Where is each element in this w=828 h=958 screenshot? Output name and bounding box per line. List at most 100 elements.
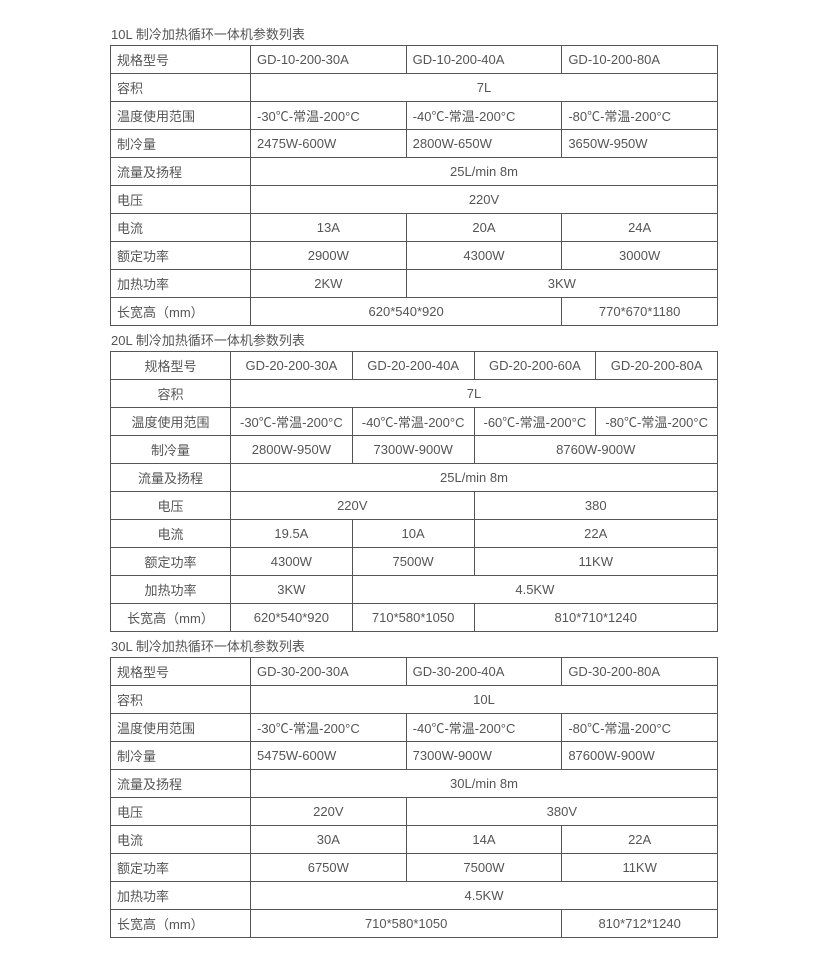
capacity-label: 容积: [111, 380, 231, 408]
pow-2: 7500W: [406, 854, 562, 882]
pow-1: 4300W: [231, 548, 353, 576]
dim-1: 620*540*920: [251, 298, 562, 326]
pow-3: 11KW: [562, 854, 718, 882]
temp-range-label: 温度使用范围: [111, 408, 231, 436]
cur-2: 10A: [352, 520, 474, 548]
table-row: 电压 220V: [111, 186, 718, 214]
temp-3: -80℃-常温-200°C: [562, 714, 718, 742]
cool-1: 5475W-600W: [251, 742, 407, 770]
flow-val: 25L/min 8m: [231, 464, 718, 492]
cur-2: 14A: [406, 826, 562, 854]
current-label: 电流: [111, 826, 251, 854]
spec-sheet: 10L 制冷加热循环一体机参数列表 规格型号 GD-10-200-30A GD-…: [110, 24, 718, 938]
volt-1: 220V: [251, 798, 407, 826]
temp-1: -30℃-常温-200°C: [251, 714, 407, 742]
dim-1: 710*580*1050: [251, 910, 562, 938]
capacity-val: 10L: [251, 686, 718, 714]
pow-2: 4300W: [406, 242, 562, 270]
pow-3: 11KW: [474, 548, 718, 576]
table-row: 电流 13A 20A 24A: [111, 214, 718, 242]
table-row: 电压 220V 380: [111, 492, 718, 520]
pow-1: 6750W: [251, 854, 407, 882]
table-row: 额定功率 2900W 4300W 3000W: [111, 242, 718, 270]
current-label: 电流: [111, 214, 251, 242]
capacity-val: 7L: [231, 380, 718, 408]
cool-2: 7300W-900W: [352, 436, 474, 464]
heat-2: 3KW: [406, 270, 717, 298]
model-4: GD-20-200-80A: [596, 352, 718, 380]
table-row: 规格型号 GD-20-200-30A GD-20-200-40A GD-20-2…: [111, 352, 718, 380]
cur-1: 30A: [251, 826, 407, 854]
temp-3: -60℃-常温-200°C: [474, 408, 596, 436]
model-2: GD-10-200-40A: [406, 46, 562, 74]
heat-label: 加热功率: [111, 576, 231, 604]
temp-2: -40℃-常温-200°C: [406, 102, 562, 130]
temp-3: -80℃-常温-200°C: [562, 102, 718, 130]
power-label: 额定功率: [111, 242, 251, 270]
cur-3: 22A: [474, 520, 718, 548]
current-label: 电流: [111, 520, 231, 548]
model-1: GD-20-200-30A: [231, 352, 353, 380]
table-20l: 规格型号 GD-20-200-30A GD-20-200-40A GD-20-2…: [110, 351, 718, 632]
heat-1: 2KW: [251, 270, 407, 298]
flow-label: 流量及扬程: [111, 770, 251, 798]
dim-label: 长宽高（mm）: [111, 298, 251, 326]
dim-label: 长宽高（mm）: [111, 604, 231, 632]
cool-3: 3650W-950W: [562, 130, 718, 158]
model-3: GD-30-200-80A: [562, 658, 718, 686]
cool-1: 2475W-600W: [251, 130, 407, 158]
table-row: 长宽高（mm） 620*540*920 770*670*1180: [111, 298, 718, 326]
volt-val: 220V: [251, 186, 718, 214]
cur-2: 20A: [406, 214, 562, 242]
cur-1: 19.5A: [231, 520, 353, 548]
table-30l-title: 30L 制冷加热循环一体机参数列表: [110, 636, 718, 655]
table-row: 容积 10L: [111, 686, 718, 714]
dim-3: 810*710*1240: [474, 604, 718, 632]
flow-val: 30L/min 8m: [251, 770, 718, 798]
cool-3: 87600W-900W: [562, 742, 718, 770]
model-3: GD-20-200-60A: [474, 352, 596, 380]
volt-label: 电压: [111, 798, 251, 826]
dim-2: 770*670*1180: [562, 298, 718, 326]
table-10l-title: 10L 制冷加热循环一体机参数列表: [110, 24, 718, 43]
table-row: 规格型号 GD-30-200-30A GD-30-200-40A GD-30-2…: [111, 658, 718, 686]
cool-2: 7300W-900W: [406, 742, 562, 770]
table-row: 容积 7L: [111, 380, 718, 408]
temp-range-label: 温度使用范围: [111, 714, 251, 742]
table-row: 额定功率 4300W 7500W 11KW: [111, 548, 718, 576]
temp-1: -30℃-常温-200°C: [231, 408, 353, 436]
temp-1: -30℃-常温-200°C: [251, 102, 407, 130]
cooling-label: 制冷量: [111, 742, 251, 770]
cool-3: 8760W-900W: [474, 436, 718, 464]
table-row: 加热功率 2KW 3KW: [111, 270, 718, 298]
capacity-val: 7L: [251, 74, 718, 102]
flow-val: 25L/min 8m: [251, 158, 718, 186]
model-1: GD-30-200-30A: [251, 658, 407, 686]
capacity-label: 容积: [111, 686, 251, 714]
table-row: 温度使用范围 -30℃-常温-200°C -40℃-常温-200°C -80℃-…: [111, 102, 718, 130]
cooling-label: 制冷量: [111, 130, 251, 158]
dim-1: 620*540*920: [231, 604, 353, 632]
table-row: 流量及扬程 25L/min 8m: [111, 158, 718, 186]
volt-label: 电压: [111, 186, 251, 214]
table-row: 电压 220V 380V: [111, 798, 718, 826]
flow-label: 流量及扬程: [111, 158, 251, 186]
heat-label: 加热功率: [111, 882, 251, 910]
volt-2: 380V: [406, 798, 717, 826]
power-label: 额定功率: [111, 854, 251, 882]
pow-3: 3000W: [562, 242, 718, 270]
model-label: 规格型号: [111, 46, 251, 74]
cool-1: 2800W-950W: [231, 436, 353, 464]
temp-2: -40℃-常温-200°C: [352, 408, 474, 436]
model-3: GD-10-200-80A: [562, 46, 718, 74]
table-row: 加热功率 3KW 4.5KW: [111, 576, 718, 604]
table-row: 温度使用范围 -30℃-常温-200°C -40℃-常温-200°C -80℃-…: [111, 714, 718, 742]
table-row: 规格型号 GD-10-200-30A GD-10-200-40A GD-10-2…: [111, 46, 718, 74]
capacity-label: 容积: [111, 74, 251, 102]
table-row: 电流 30A 14A 22A: [111, 826, 718, 854]
model-2: GD-30-200-40A: [406, 658, 562, 686]
dim-2: 710*580*1050: [352, 604, 474, 632]
volt-1: 220V: [231, 492, 475, 520]
temp-range-label: 温度使用范围: [111, 102, 251, 130]
table-row: 长宽高（mm） 620*540*920 710*580*1050 810*710…: [111, 604, 718, 632]
